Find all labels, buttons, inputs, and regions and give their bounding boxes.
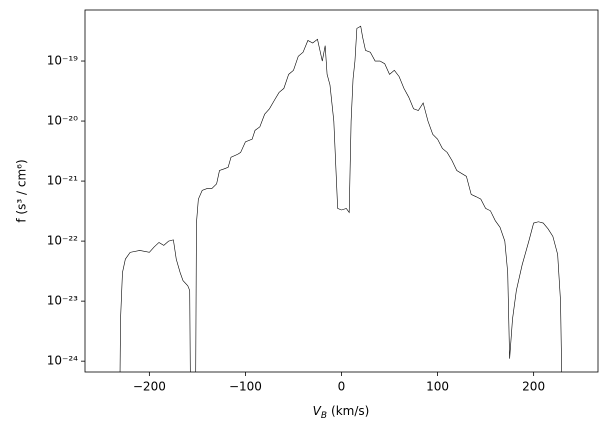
x-tick-label: 0: [338, 380, 346, 394]
x-tick-label: −200: [133, 380, 166, 394]
plot-frame: [84, 9, 599, 373]
y-tick-label: 10⁻²³: [47, 294, 78, 308]
y-axis-label: f (s³ / cm⁶): [15, 159, 29, 222]
y-tick-label: 10⁻²¹: [47, 174, 78, 188]
x-tick-label: −100: [229, 380, 262, 394]
x-label-unit: (km/s): [331, 404, 369, 418]
x-axis-label: VB (km/s): [313, 404, 370, 421]
y-tick-label: 10⁻²⁰: [47, 114, 78, 128]
y-tick-label: 10⁻¹⁹: [47, 54, 78, 68]
y-tick-label: 10⁻²⁴: [47, 354, 78, 368]
x-tick-label: 100: [426, 380, 449, 394]
data-line: [119, 25, 562, 372]
x-label-subscript: B: [321, 411, 327, 421]
y-tick-label: 10⁻²²: [47, 234, 78, 248]
plot-area: [119, 25, 562, 372]
x-label-symbol: V: [313, 404, 322, 418]
x-tick-label: 200: [522, 380, 545, 394]
